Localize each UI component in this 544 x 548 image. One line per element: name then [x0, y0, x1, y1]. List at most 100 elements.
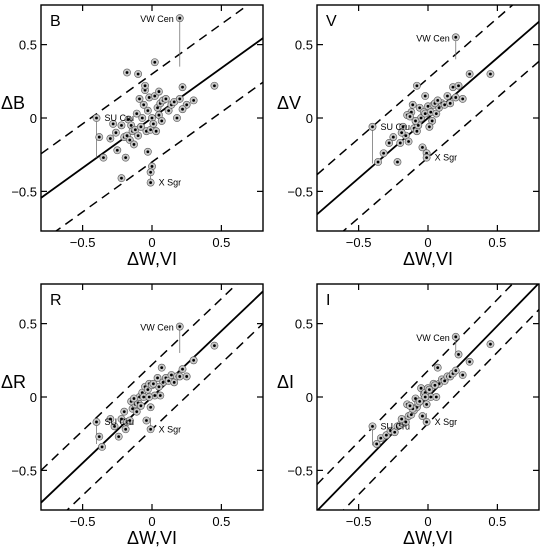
data-point-core — [108, 137, 112, 140]
fit-line — [317, 21, 539, 215]
data-point-core — [451, 85, 455, 89]
data-point-core — [156, 106, 159, 110]
x-tick-label: −0.5 — [70, 235, 96, 250]
data-point-core — [135, 112, 139, 115]
annotated-point-core — [95, 420, 98, 424]
annotation-label: X Sgr — [435, 417, 458, 427]
y-tick-label: 0.5 — [19, 317, 37, 332]
x-tick-label: 0 — [424, 514, 431, 529]
data-point-core — [446, 94, 449, 98]
data-point-core — [127, 118, 130, 121]
annotation-label: X Sgr — [159, 424, 182, 434]
y-tick-label: 0 — [30, 390, 37, 405]
panel-i: VW Cen SU Cru X Sgr −0.5 0 0.5 −0.5 0 0.5 ΔW,VI ΔI… — [277, 283, 540, 548]
y-axis-label: ΔB — [1, 93, 25, 113]
data-point-core — [138, 97, 141, 101]
data-point-core — [457, 84, 460, 88]
data-point-core — [418, 106, 422, 110]
panel-label: I — [326, 292, 330, 309]
data-point-core — [427, 125, 431, 129]
data-point-core — [376, 160, 380, 164]
annotated-point-core — [149, 181, 153, 184]
data-point-core — [423, 395, 427, 399]
y-tick-label: 0.5 — [19, 38, 37, 53]
y-tick-label: 0 — [30, 111, 37, 126]
data-point-core — [418, 400, 422, 403]
data-point-core — [133, 128, 137, 132]
data-point-core — [142, 395, 146, 399]
upper-band-line — [41, 5, 250, 155]
data-point-core — [125, 134, 129, 138]
data-point-core — [153, 394, 157, 397]
data-point-core — [423, 94, 427, 98]
data-point-core — [124, 156, 128, 160]
data-point-core — [158, 394, 162, 397]
data-point-core — [151, 382, 155, 386]
x-tick-label: 0.5 — [212, 514, 230, 529]
data-point-core — [426, 104, 430, 108]
data-point-core — [419, 116, 423, 120]
data-point-core — [181, 85, 184, 89]
annotated-point-core — [425, 156, 429, 160]
data-point-core — [172, 100, 176, 104]
data-point-core — [421, 145, 424, 149]
data-point-core — [408, 404, 412, 408]
data-point-core — [132, 397, 136, 400]
data-point-core — [167, 109, 171, 113]
annotated-point-core — [371, 125, 374, 129]
data-point-core — [157, 113, 161, 117]
x-tick-label: 0 — [148, 235, 155, 250]
data-point-core — [150, 165, 154, 168]
data-point-core — [468, 360, 472, 364]
data-point-core — [185, 103, 189, 107]
annotation-label: X Sgr — [159, 178, 182, 188]
y-axis-label: ΔV — [277, 93, 301, 113]
data-point-core — [97, 135, 101, 139]
annotation-label: SU Cru — [381, 122, 411, 132]
data-point-core — [120, 176, 123, 180]
data-point-core — [419, 386, 423, 390]
data-point-core — [423, 112, 427, 115]
data-point-core — [192, 98, 196, 102]
data-point-core — [167, 379, 171, 383]
data-point-core — [400, 131, 404, 135]
data-point-core — [404, 134, 408, 138]
data-point-core — [407, 140, 410, 143]
data-point-core — [192, 358, 196, 362]
data-point-core — [454, 96, 458, 99]
y-tick-label: 0.5 — [295, 38, 313, 53]
data-point-core — [461, 373, 465, 377]
data-point-core — [429, 110, 433, 114]
data-point-core — [151, 122, 155, 126]
annotated-point-core — [425, 420, 429, 424]
panel-label: R — [50, 292, 62, 309]
data-point-core — [139, 125, 143, 129]
data-point-core — [147, 395, 151, 399]
data-point-core — [387, 141, 391, 145]
data-point-core — [160, 366, 164, 370]
data-point-core — [132, 143, 136, 146]
data-point-core — [146, 150, 150, 154]
x-tick-label: 0 — [424, 235, 431, 250]
x-axis-label: ΔW,VI — [403, 249, 453, 269]
data-point-core — [149, 405, 153, 409]
y-tick-label: 0.5 — [295, 317, 313, 332]
data-point-core — [398, 141, 402, 145]
data-point-core — [153, 60, 157, 64]
data-point-core — [443, 103, 447, 107]
x-tick-label: −0.5 — [346, 514, 372, 529]
data-point-core — [434, 112, 438, 115]
annotated-point-core — [178, 325, 182, 328]
data-point-core — [384, 433, 388, 437]
data-point-core — [161, 380, 165, 384]
data-point-core — [434, 395, 438, 399]
data-point-core — [117, 435, 121, 439]
data-point-core — [415, 84, 419, 88]
panel-b: VW Cen SU Cru X Sgr −0.5 0 0.5 −0.5 0 0.5 ΔW,VI ΔB… — [1, 4, 264, 269]
data-point-core — [437, 106, 441, 110]
plot-area — [41, 284, 263, 510]
data-point-core — [443, 379, 447, 383]
data-point-core — [411, 103, 415, 107]
data-point-core — [120, 123, 123, 127]
data-point-core — [146, 388, 150, 392]
